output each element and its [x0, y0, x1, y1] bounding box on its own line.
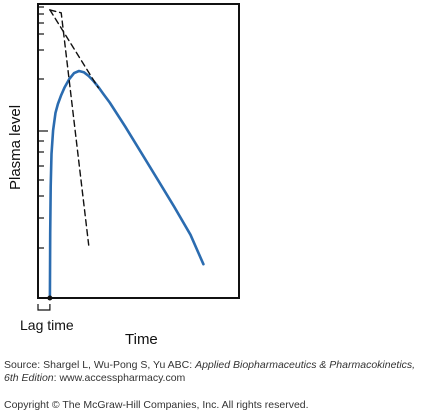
source-citation-line2: 6th Edition: www.accesspharmacy.com — [4, 372, 185, 384]
y-axis-label: Plasma level — [7, 105, 24, 190]
y-axis-ticks — [38, 6, 48, 299]
extrapolated-line-2 — [49, 9, 90, 246]
pharmacokinetic-chart: Lag time Time Plasma level — [7, 3, 240, 348]
lag-time-bracket — [37, 304, 51, 311]
copyright-notice: Copyright © The McGraw-Hill Companies, I… — [4, 399, 309, 411]
plot-frame — [37, 3, 240, 299]
source-suffix: : www.accesspharmacy.com — [53, 372, 186, 384]
lag-time-label: Lag time — [20, 317, 74, 333]
series-group — [48, 9, 205, 300]
source-prefix: Source: Shargel L, Wu-Pong S, Yu ABC: — [4, 359, 196, 371]
extrapolated-line-1 — [49, 9, 99, 89]
x-axis-label: Time — [125, 331, 158, 348]
lag-time-marker — [47, 295, 53, 301]
plasma-concentration-curve — [48, 69, 205, 300]
source-citation: Source: Shargel L, Wu-Pong S, Yu ABC: Ap… — [4, 359, 415, 371]
source-book-title: Applied Biopharmaceutics & Pharmacokinet… — [195, 359, 416, 371]
source-edition: 6th Edition — [4, 372, 54, 384]
